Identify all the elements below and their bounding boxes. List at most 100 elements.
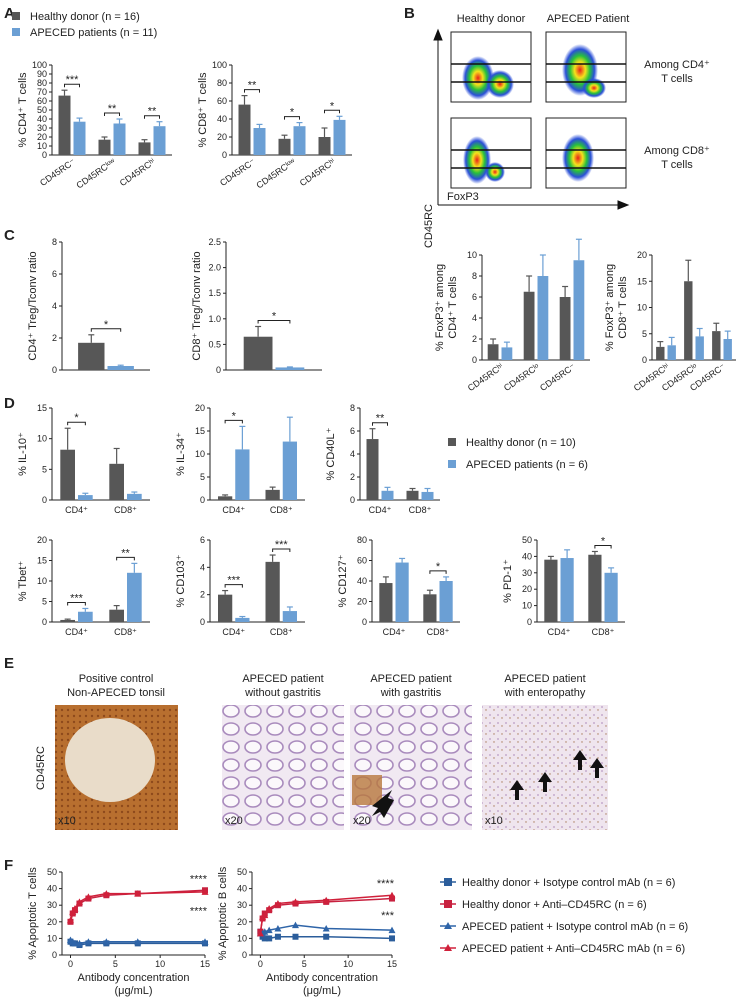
legend-marker xyxy=(448,460,456,468)
x-tick-label: CD45RCˡᵒʷ xyxy=(74,156,117,190)
x-tick-label: CD4⁺ xyxy=(369,505,392,515)
y-tick-label: 50 xyxy=(522,535,532,545)
point xyxy=(102,938,110,945)
y-tick-label: 0 xyxy=(350,495,355,505)
panel-label: E xyxy=(4,655,14,672)
point xyxy=(322,924,330,932)
panel-label: A xyxy=(4,5,15,22)
significance: ** xyxy=(376,413,385,425)
y-tick-label: 60 xyxy=(37,96,47,106)
legend-label: APECED patients (n = 6) xyxy=(466,459,588,471)
significance: **** xyxy=(190,905,208,917)
flow-row: Among CD4⁺ xyxy=(644,59,710,71)
bar xyxy=(253,128,266,155)
bar xyxy=(73,121,86,155)
y-tick-label: 0.5 xyxy=(208,339,221,349)
y-tick-label: 70 xyxy=(37,87,47,97)
bar xyxy=(235,617,250,622)
point xyxy=(274,900,282,907)
point xyxy=(261,928,269,935)
x-tick-label: CD4⁺ xyxy=(65,505,88,515)
y-tick-label: 50 xyxy=(237,867,247,877)
x-tick-label: CD4⁺ xyxy=(222,627,245,637)
flow-row: Among CD8⁺ xyxy=(644,145,710,157)
x-tick-label: CD45RC⁻ xyxy=(538,361,577,393)
y-axis-label: % FoxP3⁺ among xyxy=(434,264,446,351)
x-tick-label: 15 xyxy=(387,959,397,969)
bar xyxy=(265,489,280,500)
y-tick-label: 60 xyxy=(217,96,227,106)
x-tick-label: CD4⁺ xyxy=(383,627,406,637)
y-tick-label: 6 xyxy=(52,269,57,279)
panel-label: B xyxy=(404,5,415,22)
point xyxy=(84,938,92,945)
legend-marker xyxy=(444,944,452,951)
flow-panel: Healthy donor APECED Patient Among CD4⁺ … xyxy=(423,13,710,248)
flow-gates xyxy=(451,63,626,169)
flow-plots xyxy=(450,31,627,189)
point xyxy=(134,938,142,945)
y-tick-label: 2 xyxy=(472,334,477,344)
y-tick-label: 0 xyxy=(42,150,47,160)
legend-marker xyxy=(448,438,456,446)
x-tick-label: CD45RCˡᵒ xyxy=(502,361,542,393)
y-tick-label: 30 xyxy=(237,900,247,910)
sig-bracket xyxy=(372,422,388,426)
bar xyxy=(58,95,71,155)
flow-x-axis: FoxP3 xyxy=(447,191,479,203)
bar xyxy=(218,594,233,622)
x-tick-label: 5 xyxy=(302,959,307,969)
y-axis-label: % CD40L⁺ xyxy=(325,427,337,480)
bar xyxy=(60,619,75,622)
x-axis-label: (μg/mL) xyxy=(303,985,341,997)
sig-bracket xyxy=(224,584,243,588)
histology-title: Positive control xyxy=(79,673,154,685)
y-tick-label: 0 xyxy=(527,617,532,627)
histology-image xyxy=(482,705,608,830)
significance: * xyxy=(104,319,109,331)
bar xyxy=(109,463,124,500)
y-tick-label: 2.5 xyxy=(208,237,221,247)
point xyxy=(66,916,74,924)
significance: * xyxy=(290,107,295,119)
y-tick-label: 60 xyxy=(357,556,367,566)
bar xyxy=(723,339,732,360)
y-tick-label: 2 xyxy=(52,333,57,343)
bar xyxy=(712,331,721,360)
significance: *** xyxy=(275,539,289,551)
y-tick-label: 0 xyxy=(52,950,57,960)
y-tick-label: 50 xyxy=(47,867,57,877)
point xyxy=(201,938,209,945)
sig-bracket xyxy=(257,319,291,324)
point xyxy=(274,924,282,932)
bar xyxy=(235,449,250,500)
x-tick-label: CD45RCˡᵒʷ xyxy=(254,156,297,190)
y-axis-label: % IL-34⁺ xyxy=(175,432,187,476)
bar xyxy=(275,367,305,370)
significance: * xyxy=(74,412,79,424)
histology-image xyxy=(222,705,344,830)
y-tick-label: 30 xyxy=(522,568,532,578)
y-tick-label: 100 xyxy=(212,60,227,70)
y-tick-label: 50 xyxy=(37,105,47,115)
significance: ** xyxy=(148,106,157,118)
point xyxy=(389,895,395,902)
y-tick-label: 20 xyxy=(195,403,205,413)
bar xyxy=(501,347,513,360)
y-tick-label: 0 xyxy=(42,495,47,505)
point xyxy=(291,921,299,929)
bar xyxy=(379,583,393,622)
sig-bracket xyxy=(67,601,86,606)
y-axis-label: % Tbet⁺ xyxy=(17,561,29,602)
sig-bracket xyxy=(284,116,300,120)
bar xyxy=(278,138,291,155)
x-tick-label: CD8⁺ xyxy=(114,627,137,637)
magnification: x20 xyxy=(353,815,371,827)
y-tick-label: 10 xyxy=(37,434,47,444)
bar xyxy=(667,345,676,360)
x-tick-label: CD45RC⁻ xyxy=(38,156,77,188)
histology-title: with gastritis xyxy=(380,687,442,699)
y-axis-label: CD8⁺ T cells xyxy=(617,276,629,339)
bar xyxy=(78,342,105,370)
bar xyxy=(559,297,571,360)
